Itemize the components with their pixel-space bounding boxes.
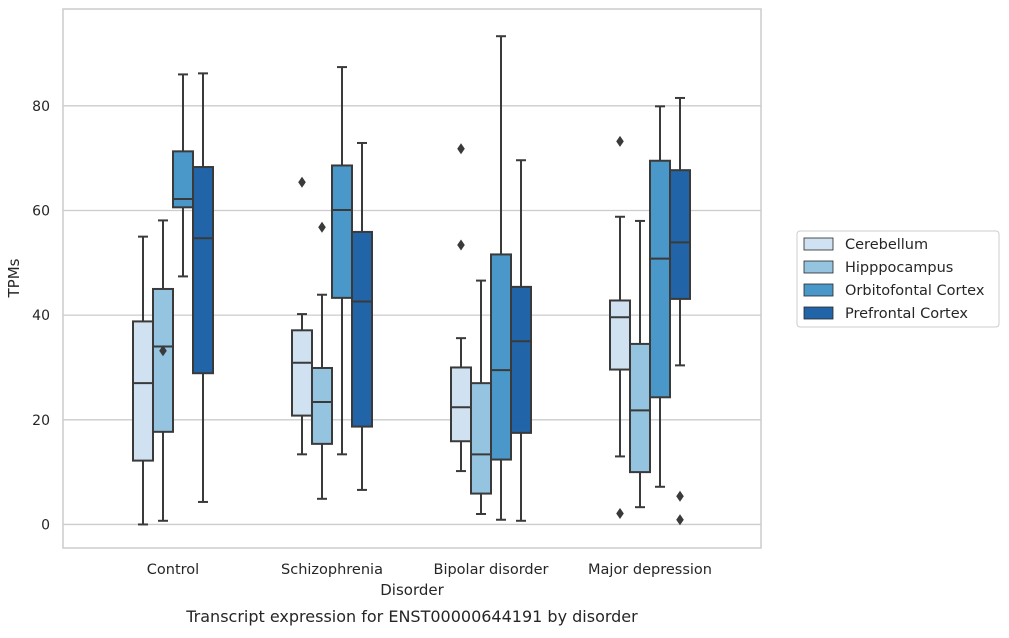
box-body	[669, 169, 691, 300]
box-body	[311, 366, 333, 445]
box-body	[470, 382, 492, 495]
legend-item-cerebellum: Cerebellum	[803, 237, 928, 253]
box-body	[351, 230, 373, 428]
box-body	[450, 366, 472, 443]
legend-swatch	[803, 283, 834, 297]
legend-label: Cerebellum	[845, 237, 928, 253]
box-body	[629, 342, 651, 474]
box-element	[331, 66, 353, 456]
box-body	[510, 285, 532, 434]
x-tick-label: Bipolar disorder	[434, 562, 549, 578]
box-element	[629, 219, 651, 509]
plot-frame	[62, 8, 762, 549]
legend-item-hippocampus: Hipppocampus	[803, 260, 953, 276]
x-tick-label: Schizophrenia	[281, 562, 383, 578]
outlier-point	[318, 221, 326, 233]
box-body	[609, 299, 631, 371]
x-tick-label: Control	[147, 562, 199, 578]
y-tick-label: 20	[32, 413, 50, 429]
legend-swatch	[803, 260, 834, 274]
box-body	[132, 320, 154, 462]
legend-swatch	[803, 237, 834, 251]
legend-label: Hipppocampus	[845, 260, 953, 276]
legend-label: Orbitofontal Cortex	[845, 283, 985, 299]
box-element	[172, 73, 194, 278]
outlier-point	[676, 514, 684, 526]
outlier-point	[616, 135, 624, 147]
box-element	[192, 72, 214, 503]
outlier-point	[159, 345, 167, 357]
x-axis-label: Disorder	[380, 581, 444, 599]
box-element	[510, 159, 532, 522]
box-body	[291, 329, 313, 417]
outlier-point	[298, 176, 306, 188]
box-element	[291, 176, 313, 456]
box-element	[669, 96, 691, 526]
legend: Cerebellum Hipppocampus Orbitofontal Cor…	[796, 230, 1000, 328]
legend-item-prefrontal-cortex: Prefrontal Cortex	[803, 306, 968, 322]
box-body	[152, 287, 174, 433]
box-element	[132, 235, 154, 526]
chart-caption: Transcript expression for ENST0000064419…	[185, 607, 638, 626]
series-prefrontal-cortex	[192, 72, 691, 526]
x-tick-label: Major depression	[588, 562, 712, 578]
series-cerebellum	[132, 135, 631, 526]
box-series-layer	[132, 35, 691, 526]
y-tick-labels: 0 20 40 60 80	[32, 99, 50, 534]
legend-frame	[796, 230, 1000, 328]
y-tick-label: 0	[41, 517, 50, 533]
outlier-point	[457, 143, 465, 155]
gridlines	[63, 105, 761, 526]
box-element	[311, 221, 333, 500]
box-body	[490, 253, 512, 461]
y-tick-label: 60	[32, 203, 50, 219]
legend-item-orbitofrontal-cortex: Orbitofontal Cortex	[803, 283, 985, 299]
box-element	[152, 219, 174, 522]
box-element	[450, 143, 472, 473]
box-body	[649, 159, 671, 399]
box-body	[192, 166, 214, 375]
y-tick-label: 40	[32, 308, 50, 324]
box-element	[351, 141, 373, 491]
x-tick-labels: Control Schizophrenia Bipolar disorder Majo…	[147, 562, 712, 578]
y-axis-label: TPMs	[5, 258, 23, 298]
legend-label: Prefrontal Cortex	[845, 306, 968, 322]
outlier-point	[457, 239, 465, 251]
outlier-point	[616, 507, 624, 519]
box-element	[649, 105, 671, 488]
box-body	[331, 164, 353, 299]
box-element	[609, 135, 631, 519]
outlier-point	[676, 490, 684, 502]
y-tick-label: 80	[32, 99, 50, 115]
series-hipppocampus	[152, 219, 651, 522]
legend-swatch	[803, 306, 834, 320]
